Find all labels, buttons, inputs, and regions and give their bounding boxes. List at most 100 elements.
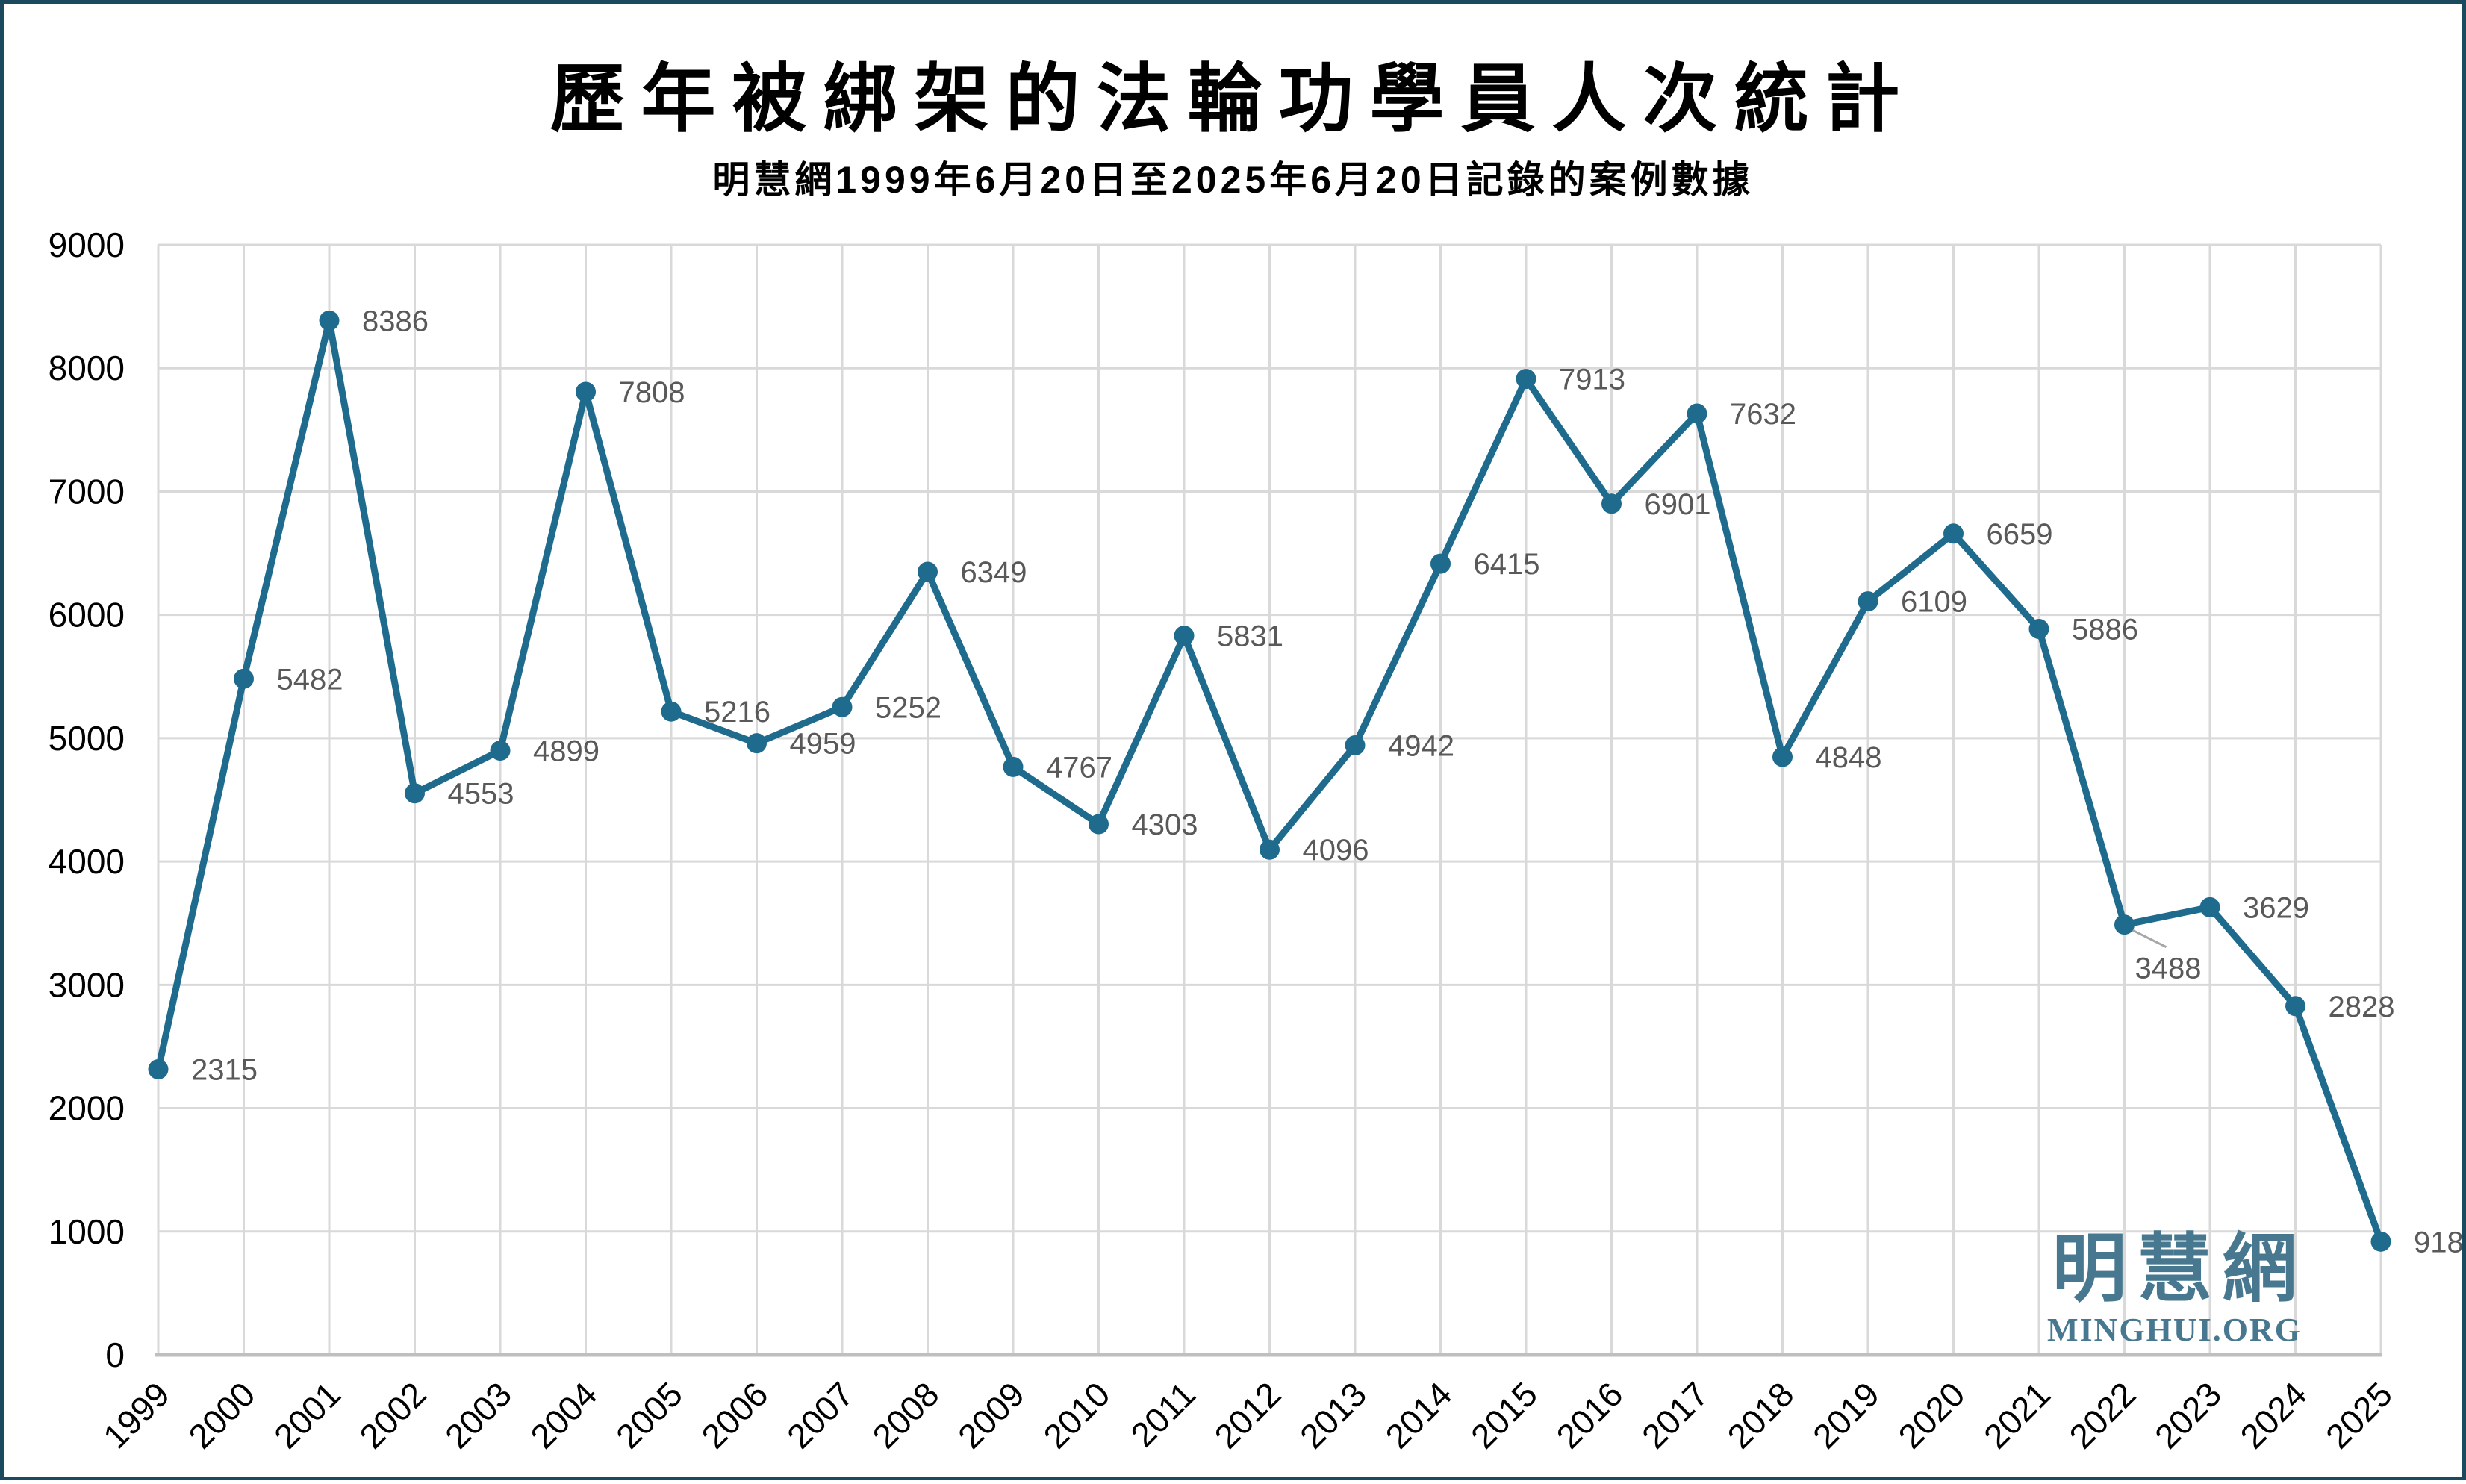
data-point-markers	[148, 310, 2391, 1252]
svg-text:2025: 2025	[2318, 1374, 2400, 1456]
svg-text:2009: 2009	[950, 1374, 1032, 1456]
svg-text:5252: 5252	[875, 691, 941, 724]
svg-text:7000: 7000	[49, 472, 125, 511]
svg-text:918: 918	[2414, 1226, 2464, 1259]
svg-text:2021: 2021	[1976, 1374, 2058, 1456]
svg-text:2828: 2828	[2329, 991, 2395, 1023]
svg-text:3629: 3629	[2243, 891, 2309, 924]
data-point-2018	[1772, 746, 1793, 767]
svg-text:2015: 2015	[1463, 1374, 1545, 1456]
chart-title: 歷年被綁架的法輪功學員人次統計	[549, 57, 1917, 141]
svg-text:0: 0	[105, 1335, 125, 1374]
watermark: 明慧網 MINGHUI.ORG	[2047, 1232, 2302, 1347]
svg-text:2018: 2018	[1719, 1374, 1801, 1456]
data-point-2023	[2199, 897, 2220, 917]
svg-text:4553: 4553	[448, 778, 514, 811]
svg-text:4899: 4899	[533, 735, 600, 768]
data-point-2022	[2114, 914, 2135, 935]
svg-text:4767: 4767	[1046, 751, 1112, 784]
data-point-2019	[1858, 591, 1878, 612]
svg-text:6000: 6000	[49, 596, 125, 635]
data-point-2025	[2370, 1231, 2391, 1252]
svg-text:4942: 4942	[1388, 729, 1454, 762]
svg-text:2024: 2024	[2232, 1374, 2314, 1456]
data-point-2003	[490, 741, 511, 761]
svg-text:8386: 8386	[362, 305, 429, 337]
svg-text:2011: 2011	[1123, 1374, 1203, 1454]
svg-text:1999: 1999	[96, 1374, 177, 1456]
svg-text:2023: 2023	[2147, 1374, 2229, 1456]
svg-text:7913: 7913	[1559, 364, 1625, 396]
data-point-2009	[1003, 756, 1024, 777]
svg-text:2012: 2012	[1206, 1374, 1288, 1456]
data-point-2001	[319, 310, 340, 331]
data-point-2011	[1174, 626, 1195, 646]
svg-text:5482: 5482	[277, 663, 343, 696]
data-point-2017	[1687, 403, 1707, 424]
data-point-2012	[1260, 839, 1280, 860]
data-point-2008	[918, 561, 938, 582]
svg-text:3000: 3000	[49, 965, 125, 1004]
svg-text:1000: 1000	[49, 1212, 125, 1251]
svg-text:2004: 2004	[523, 1374, 604, 1456]
svg-text:2315: 2315	[191, 1054, 258, 1087]
svg-text:4959: 4959	[790, 728, 856, 761]
svg-text:2007: 2007	[779, 1374, 861, 1456]
watermark-cjk-text: 明慧網	[2052, 1227, 2308, 1311]
svg-text:7808: 7808	[619, 376, 685, 409]
svg-text:5831: 5831	[1217, 620, 1283, 653]
svg-text:6349: 6349	[961, 556, 1027, 589]
svg-text:7632: 7632	[1730, 398, 1796, 431]
svg-text:4096: 4096	[1303, 834, 1369, 867]
svg-text:5886: 5886	[2072, 614, 2138, 646]
svg-text:9000: 9000	[49, 225, 125, 264]
svg-text:3488: 3488	[2135, 953, 2202, 985]
svg-text:2002: 2002	[352, 1374, 433, 1456]
data-point-2005	[661, 701, 682, 722]
data-point-1999	[148, 1059, 169, 1080]
data-point-2024	[2285, 996, 2305, 1017]
svg-text:6659: 6659	[1987, 518, 2053, 551]
svg-text:4303: 4303	[1132, 808, 1198, 841]
data-point-2007	[832, 696, 853, 717]
svg-text:2013: 2013	[1292, 1374, 1374, 1456]
svg-text:2003: 2003	[438, 1374, 519, 1456]
svg-text:2000: 2000	[181, 1374, 262, 1456]
chart-subtitle: 明慧網1999年6月20日至2025年6月20日記錄的案例數據	[712, 159, 1754, 201]
svg-text:2006: 2006	[694, 1374, 775, 1456]
data-point-2013	[1345, 735, 1366, 755]
svg-text:6415: 6415	[1474, 548, 1540, 581]
vertical-gridlines	[157, 245, 2382, 1355]
data-point-2021	[2028, 619, 2049, 640]
svg-text:2010: 2010	[1036, 1374, 1117, 1456]
svg-text:6109: 6109	[1901, 586, 1967, 619]
data-point-2000	[234, 668, 254, 689]
x-axis-tick-labels: 1999 2000 2001 2002 2003 2004 2005 2006 2007 2008…	[96, 1374, 2400, 1456]
svg-text:2019: 2019	[1805, 1374, 1887, 1456]
svg-text:2020: 2020	[1890, 1374, 1972, 1456]
data-label-leader-lines	[2126, 926, 2167, 949]
svg-text:4000: 4000	[49, 842, 125, 881]
svg-text:2000: 2000	[49, 1089, 125, 1128]
data-point-2014	[1430, 553, 1451, 574]
svg-text:6901: 6901	[1645, 488, 1711, 521]
y-axis-tick-labels: 0 1000 2000 3000 4000 5000 6000 7000 8000 9000	[49, 225, 125, 1374]
svg-text:5216: 5216	[704, 696, 770, 729]
watermark-latin-text: MINGHUI.ORG	[2047, 1312, 2302, 1348]
svg-text:2001: 2001	[267, 1374, 348, 1456]
svg-text:5000: 5000	[49, 719, 125, 758]
data-labels: 2315 5482 8386 4553 4899 7808 5216 4959 5252 6349…	[191, 305, 2464, 1259]
svg-text:8000: 8000	[49, 349, 125, 387]
svg-text:2014: 2014	[1377, 1374, 1459, 1456]
svg-text:2017: 2017	[1634, 1374, 1716, 1456]
svg-text:4848: 4848	[1816, 741, 1882, 774]
svg-text:2005: 2005	[608, 1374, 690, 1456]
data-point-2020	[1943, 523, 1964, 544]
data-point-2002	[405, 783, 425, 804]
data-point-2016	[1601, 493, 1622, 514]
line-chart: 0 1000 2000 3000 4000 5000 6000 7000 8000 9000 199…	[49, 225, 2464, 1456]
svg-text:2022: 2022	[2061, 1374, 2143, 1456]
data-point-2015	[1516, 369, 1536, 390]
svg-text:2016: 2016	[1548, 1374, 1630, 1456]
